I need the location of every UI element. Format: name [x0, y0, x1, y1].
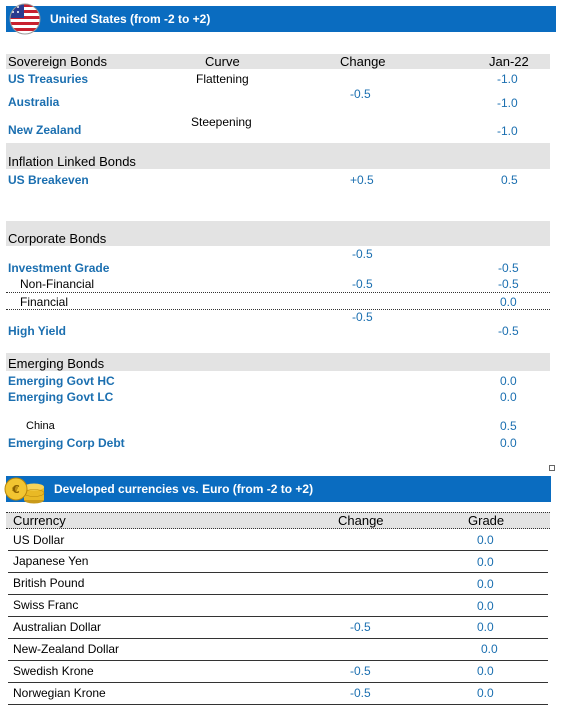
currency-grade: 0.0: [481, 642, 498, 656]
corporate-header-label: Corporate Bonds: [8, 231, 107, 246]
currency-grade: 0.0: [477, 664, 494, 678]
currency-grade: 0.0: [477, 686, 494, 700]
value-financial: 0.0: [500, 295, 517, 309]
sovereign-header-curve: Curve: [205, 54, 240, 69]
value-emerging-govt-hc: 0.0: [500, 374, 517, 388]
value-investment-grade: -0.5: [498, 261, 519, 275]
inflation-header-bar: [6, 143, 550, 169]
currency-header-label: Currency: [13, 513, 66, 528]
value-china: 0.5: [500, 419, 517, 433]
value-new-zealand: -1.0: [497, 124, 518, 138]
us-section-banner: United States (from -2 to +2): [6, 6, 556, 32]
currency-change: -0.5: [350, 664, 371, 678]
inflation-header-label: Inflation Linked Bonds: [8, 154, 136, 169]
currency-grade: 0.0: [477, 599, 494, 613]
row-name-non-financial: Non-Financial: [20, 277, 95, 291]
emerging-header-bar: [6, 353, 550, 371]
currency-header-change: Change: [338, 513, 384, 528]
value-emerging-govt-lc: 0.0: [500, 390, 517, 404]
svg-text:€: €: [11, 483, 20, 496]
curve-us-treasuries: Flattening: [196, 72, 249, 86]
resize-handle[interactable]: [549, 465, 555, 471]
emerging-header-label: Emerging Bonds: [8, 356, 105, 371]
banner-title: Developed currencies vs. Euro (from -2 t…: [54, 482, 314, 496]
sovereign-header-change: Change: [340, 54, 386, 69]
sovereign-group-change: -0.5: [350, 87, 371, 101]
divider: [8, 638, 548, 639]
curve-new-zealand: Steepening: [191, 115, 252, 129]
divider: [6, 292, 550, 293]
currency-grade: 0.0: [477, 533, 494, 547]
currency-name: New-Zealand Dollar: [13, 642, 120, 656]
currency-grade: 0.0: [477, 577, 494, 591]
row-name-emerging-govt-hc: Emerging Govt HC: [8, 374, 115, 388]
row-name-investment-grade: Investment Grade: [8, 261, 110, 275]
row-name-china: China: [26, 420, 55, 432]
currency-name: Swiss Franc: [13, 598, 79, 612]
change-us-breakeven: +0.5: [350, 173, 374, 187]
currency-change: -0.5: [350, 686, 371, 700]
ig-change: -0.5: [352, 247, 373, 261]
sovereign-header-bar: [6, 54, 550, 69]
currency-name: Swedish Krone: [13, 664, 94, 678]
currency-name: British Pound: [13, 576, 85, 590]
sovereign-header-label: Sovereign Bonds: [8, 54, 108, 69]
currency-name: Norwegian Krone: [13, 686, 106, 700]
change-non-financial: -0.5: [352, 277, 373, 291]
divider: [8, 550, 548, 551]
value-non-financial: -0.5: [498, 277, 519, 291]
divider: [8, 682, 548, 683]
value-australia: -1.0: [497, 96, 518, 110]
divider: [8, 594, 548, 595]
value-emerging-corp-debt: 0.0: [500, 436, 517, 450]
value-high-yield: -0.5: [498, 324, 519, 338]
row-name-high-yield: High Yield: [8, 324, 67, 338]
currency-name: Australian Dollar: [13, 620, 102, 634]
divider: [8, 572, 548, 573]
value-us-treasuries: -1.0: [497, 72, 518, 86]
row-name-financial: Financial: [20, 295, 69, 309]
divider: [6, 309, 550, 310]
gold-coins-euro-icon: €: [4, 477, 45, 504]
row-name-us-treasuries: US Treasuries: [8, 72, 89, 86]
currency-grade: 0.0: [477, 620, 494, 634]
divider: [8, 704, 548, 705]
value-us-breakeven: 0.5: [501, 173, 518, 187]
currency-header-grade: Grade: [468, 513, 505, 528]
corporate-header-bar: [6, 221, 550, 246]
sovereign-header-date: Jan-22: [489, 54, 529, 69]
row-name-new-zealand: New Zealand: [8, 123, 82, 137]
currency-header-bar: [6, 512, 550, 529]
currency-name: Japanese Yen: [13, 554, 89, 568]
hy-change: -0.5: [352, 310, 373, 324]
currencies-section-banner: Developed currencies vs. Euro (from -2 t…: [6, 476, 551, 502]
currency-grade: 0.0: [477, 555, 494, 569]
row-name-australia: Australia: [8, 95, 60, 109]
row-name-emerging-corp-debt: Emerging Corp Debt: [8, 436, 125, 450]
divider: [8, 660, 548, 661]
row-name-emerging-govt-lc: Emerging Govt LC: [8, 390, 114, 404]
divider: [8, 616, 548, 617]
row-name-us-breakeven: US Breakeven: [8, 173, 89, 187]
currency-name: US Dollar: [13, 533, 65, 547]
us-flag-icon: [9, 3, 41, 35]
currency-change: -0.5: [350, 620, 371, 634]
banner-title: United States (from -2 to +2): [50, 12, 211, 26]
